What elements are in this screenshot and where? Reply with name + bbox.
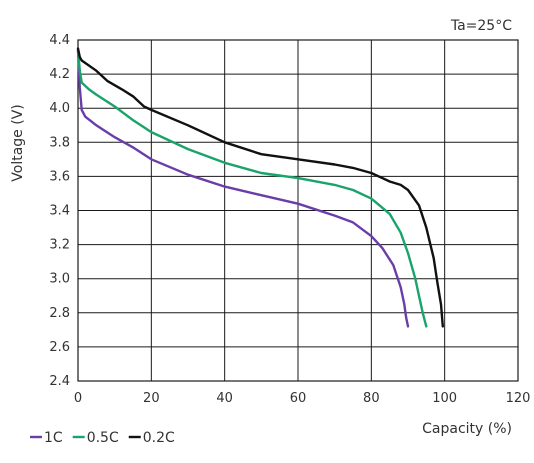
grid [77,39,519,382]
x-axis-label: Capacity (%) [422,421,512,437]
legend: 1C 0.5C 0.2C [30,430,175,446]
y-tick-label: 2.8 [49,306,70,321]
x-tick-label: 100 [432,391,457,406]
y-tick-label: 3.6 [49,169,70,184]
x-tick-label: 60 [290,391,307,406]
legend-label-0-5c: 0.5C [87,430,119,446]
x-tick-label: 20 [143,391,160,406]
y-tick-label: 3.4 [49,204,70,219]
y-tick-label: 4.2 [49,67,70,82]
y-tick-label: 4.0 [49,101,70,116]
plot-frame [77,39,519,382]
temperature-annotation: Ta=25°C [450,18,512,34]
y-axis-label: Voltage (V) [10,104,26,181]
y-tick-label: 2.4 [49,374,70,389]
y-tick-label: 4.4 [49,33,70,48]
x-tick-label: 40 [216,391,233,406]
series-line-0-5c [76,49,428,328]
y-tick-label: 2.6 [49,340,70,355]
series-lines [76,47,444,328]
x-tick-label: 80 [363,391,380,406]
x-tick-labels: 0 20 40 60 80 100 120 [74,391,531,406]
legend-label-1c: 1C [44,430,63,446]
legend-label-0-2c: 0.2C [143,430,175,446]
y-tick-labels: 2.4 2.6 2.8 3.0 3.2 3.4 3.6 3.8 4.0 4.2 4.4 [49,33,70,389]
y-tick-label: 3.2 [49,238,70,253]
y-tick-label: 3.8 [49,135,70,150]
series-line-1c [76,49,410,328]
x-tick-label: 120 [506,391,531,406]
y-tick-label: 3.0 [49,272,70,287]
x-tick-label: 0 [74,391,82,406]
series-line-0-2c [76,47,444,328]
